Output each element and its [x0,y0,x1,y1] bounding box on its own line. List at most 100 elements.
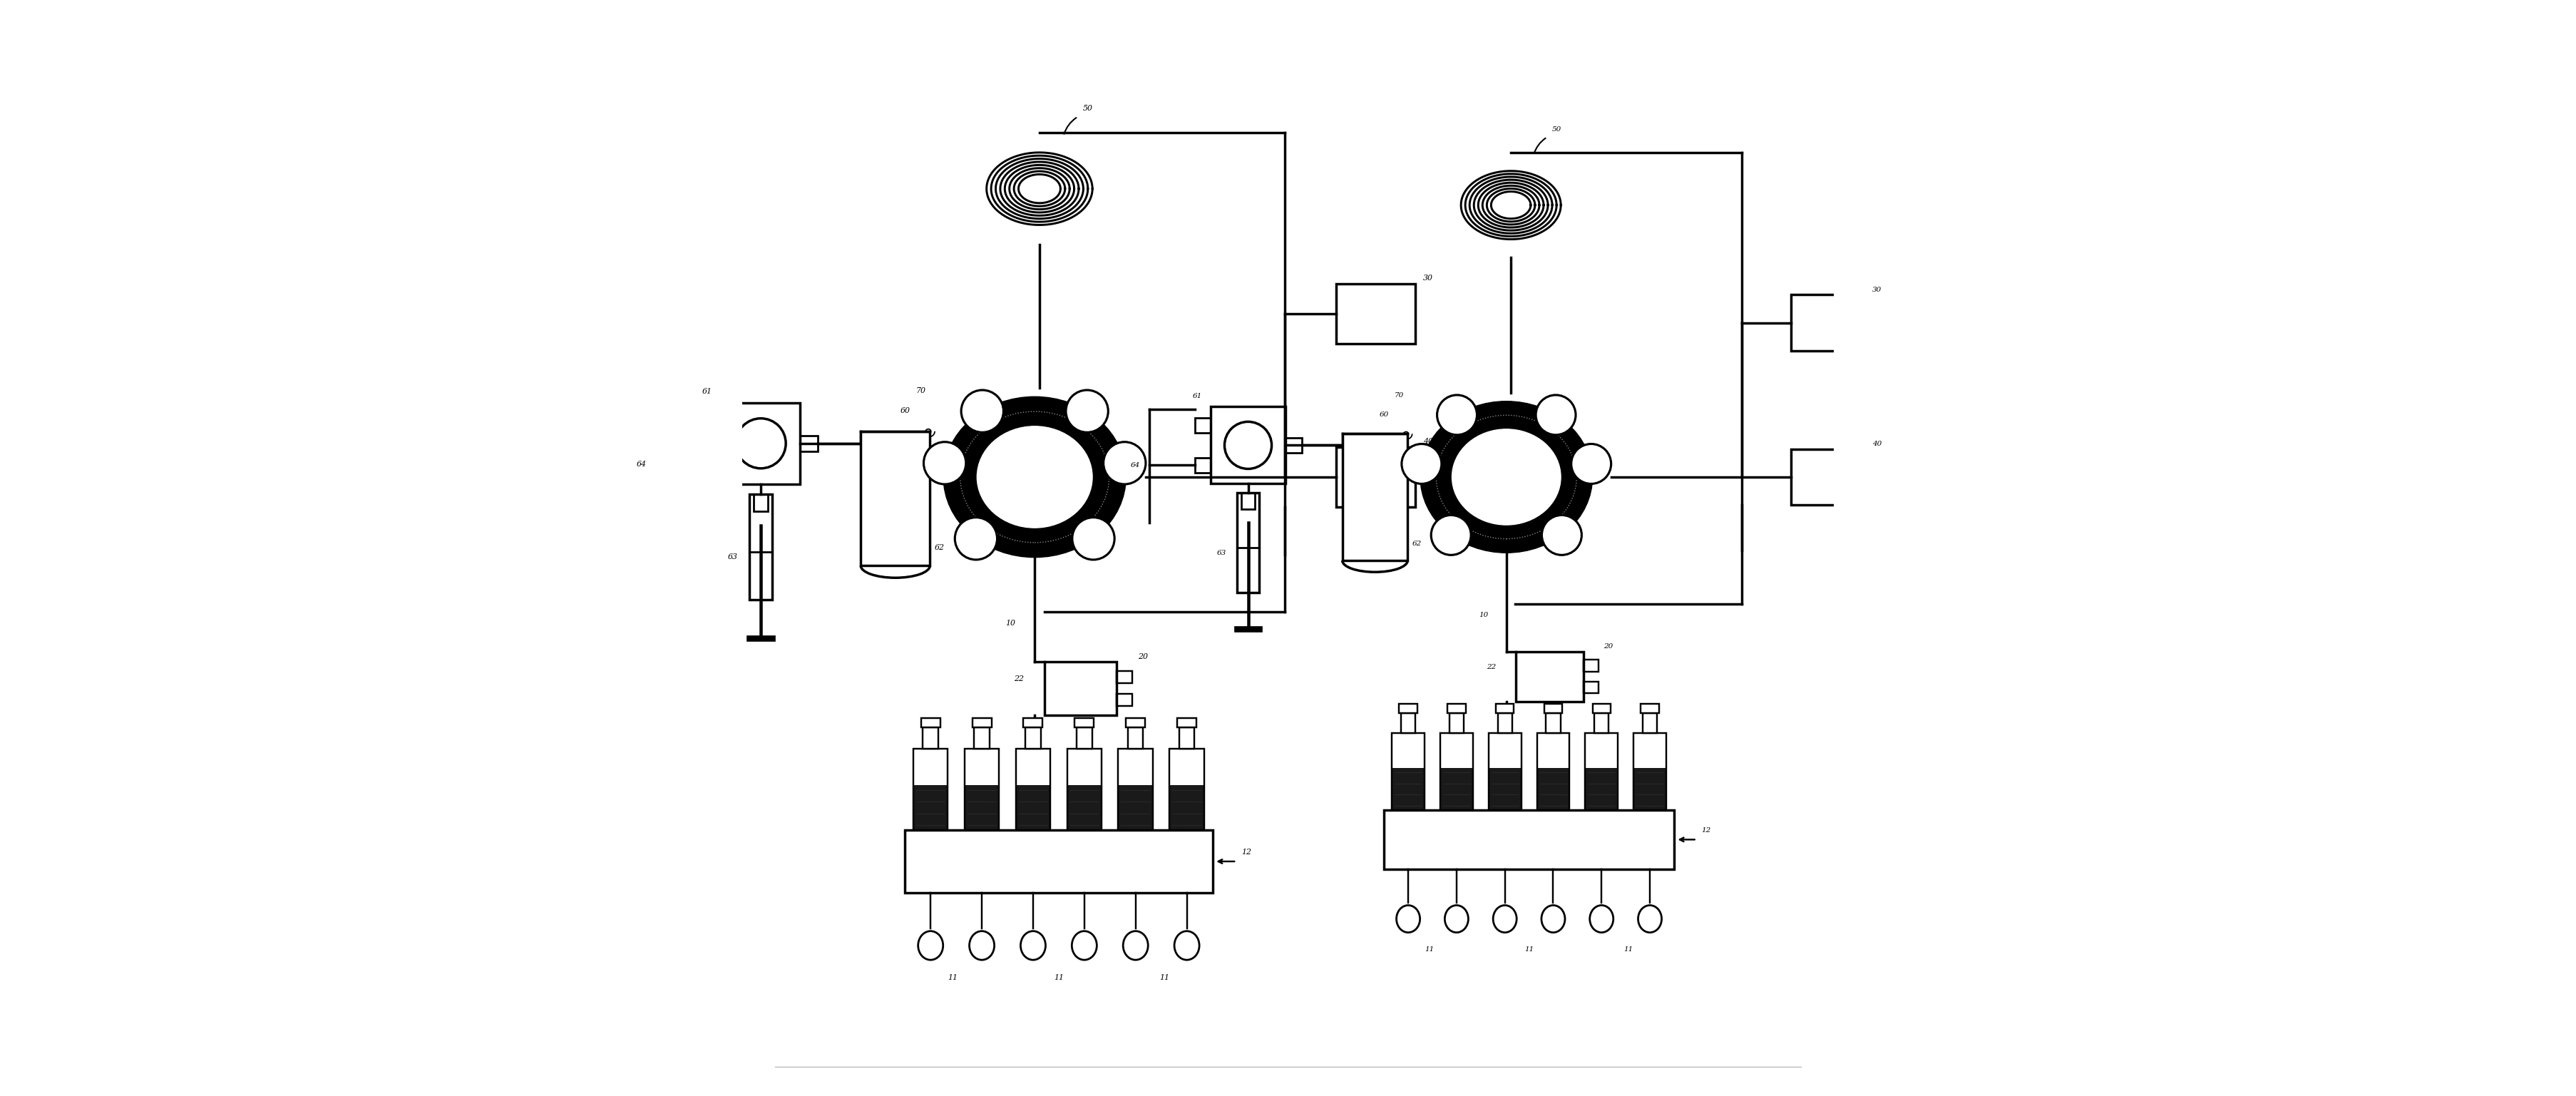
Bar [721,402,801,484]
Bar [922,718,940,728]
Bar [1592,704,1610,713]
Ellipse shape [1535,395,1577,435]
Bar [1118,785,1154,830]
Bar [1337,284,1414,343]
Bar [1077,728,1092,749]
Bar [1546,713,1561,733]
Ellipse shape [1396,905,1419,933]
Bar [1046,662,1118,715]
Text: 30: 30 [1422,275,1432,282]
Ellipse shape [1453,430,1561,525]
Text: 63: 63 [729,553,737,561]
Text: 3: 3 [1095,464,1100,470]
Bar [1584,733,1618,810]
Bar [1633,733,1667,810]
Bar [750,494,773,600]
Bar [1337,447,1414,506]
Text: 50: 50 [1082,105,1092,112]
Ellipse shape [1175,932,1200,960]
Text: 62: 62 [1412,540,1422,547]
Text: 5: 5 [1468,430,1473,436]
Bar [963,785,999,830]
Ellipse shape [943,397,1126,558]
Text: 5: 5 [997,427,999,434]
Bar [1584,682,1597,693]
Text: 11: 11 [1159,974,1170,981]
Text: 70: 70 [917,387,927,395]
Ellipse shape [1445,905,1468,933]
Bar [1383,810,1674,869]
Text: 40: 40 [1873,441,1883,447]
Ellipse shape [1401,444,1443,483]
Ellipse shape [1419,401,1592,552]
Bar [1025,728,1041,749]
Bar [1170,749,1203,830]
Bar [1128,728,1144,749]
Ellipse shape [1072,517,1115,560]
Bar [1790,449,1865,505]
Text: 11: 11 [1623,946,1633,952]
Ellipse shape [1589,905,1613,933]
Ellipse shape [1066,390,1108,432]
Text: 12: 12 [1700,827,1710,834]
Text: 6: 6 [969,464,974,470]
Text: 22: 22 [1012,675,1023,683]
Ellipse shape [1123,932,1149,960]
Bar [1633,767,1667,810]
Bar [1015,749,1051,830]
Text: 61: 61 [1193,393,1203,400]
Ellipse shape [1571,444,1610,483]
Text: 11: 11 [948,974,958,981]
Bar [1242,493,1255,510]
Bar [974,728,989,749]
Text: 40: 40 [1422,438,1432,445]
Bar [755,494,768,511]
Ellipse shape [1103,442,1146,484]
Text: 60: 60 [1378,412,1388,418]
Bar [1538,767,1569,810]
Text: 63: 63 [1216,549,1226,556]
Text: 60: 60 [899,408,909,414]
Bar [1015,785,1051,830]
Text: 6: 6 [1445,465,1448,471]
Ellipse shape [1543,515,1582,555]
Bar [1489,767,1522,810]
Text: 11: 11 [1425,946,1435,952]
Text: 1: 1 [992,517,994,524]
Bar [1118,671,1133,683]
Bar [1643,713,1656,733]
Bar [1497,704,1515,713]
Text: 4: 4 [1540,430,1543,436]
Ellipse shape [1494,905,1517,933]
Bar [914,749,948,830]
Bar [1391,733,1425,810]
Bar [801,436,817,452]
Ellipse shape [1020,932,1046,960]
Bar [1074,718,1095,728]
Ellipse shape [961,390,1005,432]
Text: 1: 1 [1466,515,1468,522]
Bar [1066,749,1103,830]
Bar [703,457,721,472]
Text: 11: 11 [1525,946,1533,952]
Bar [1399,704,1417,713]
Bar [1584,660,1597,672]
Bar [1448,704,1466,713]
Text: 10: 10 [1479,612,1489,618]
Ellipse shape [976,426,1092,528]
Text: 10: 10 [1005,620,1015,627]
Bar [1641,704,1659,713]
Text: 50: 50 [1551,126,1561,133]
Bar [1180,728,1195,749]
Bar [860,431,930,566]
Text: 64: 64 [636,461,647,468]
Bar [1236,493,1260,593]
Bar [703,414,721,430]
Bar [1538,733,1569,810]
Text: 61: 61 [701,388,711,395]
Text: 30: 30 [1873,286,1883,293]
Bar [1790,295,1865,351]
Bar [1211,407,1285,483]
Text: 70: 70 [1394,392,1404,399]
Bar [963,749,999,830]
